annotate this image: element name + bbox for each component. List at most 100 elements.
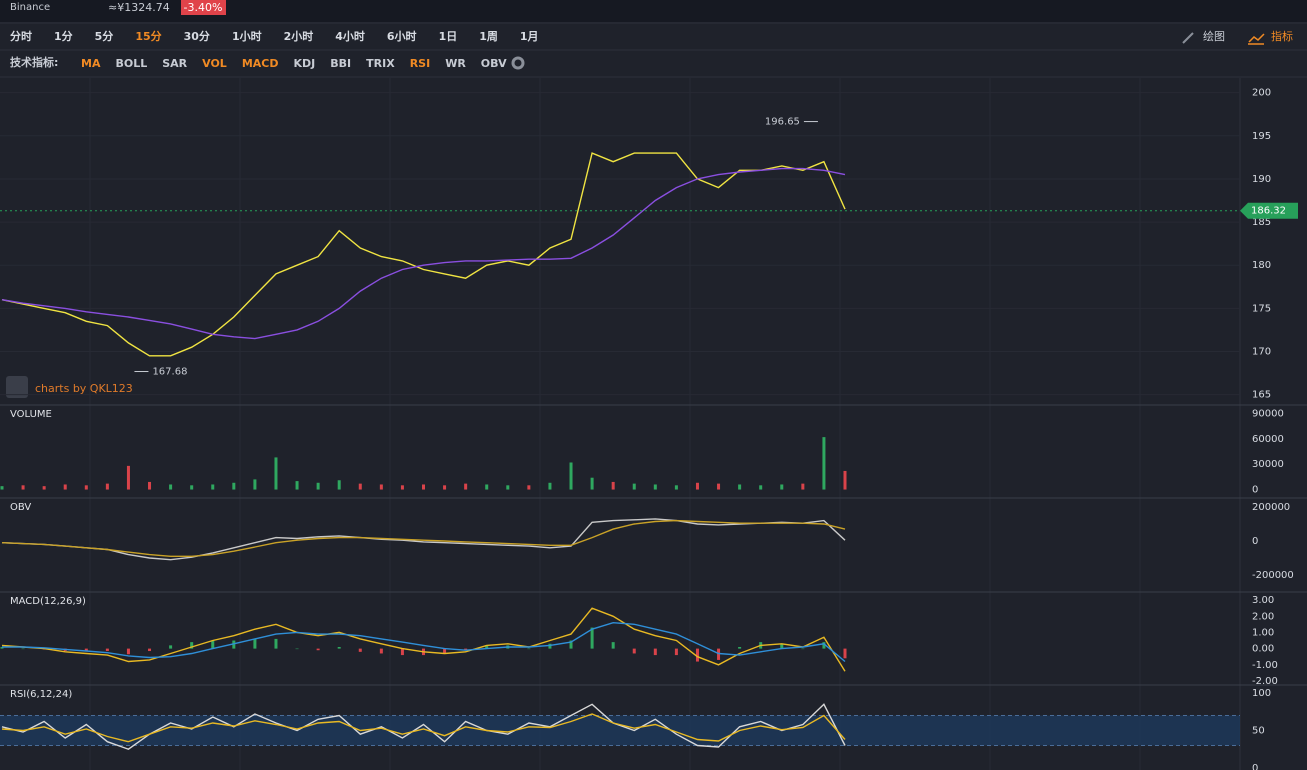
bar: [632, 648, 636, 654]
indicator-toggle[interactable]: SAR: [162, 57, 187, 70]
bar: [527, 648, 531, 650]
last-price-label: 186.32: [1251, 206, 1286, 217]
bar: [590, 627, 594, 649]
bar: [232, 640, 236, 649]
interval-button[interactable]: 分时: [10, 29, 32, 43]
bar: [801, 648, 805, 650]
indicator-toggle[interactable]: BBI: [330, 57, 351, 70]
bar: [337, 646, 341, 649]
bar: [126, 465, 130, 490]
bar: [253, 479, 257, 490]
settings-icon[interactable]: [511, 56, 525, 70]
annotation-label: 167.68: [152, 367, 187, 378]
bar: [695, 648, 699, 662]
interval-button[interactable]: 1月: [520, 30, 539, 43]
y-tick-label: 175: [1252, 303, 1271, 314]
interval-button[interactable]: 30分: [184, 29, 210, 43]
header-bar: [0, 0, 1307, 22]
bar: [400, 485, 404, 490]
bar: [295, 481, 299, 490]
indicator-toggle[interactable]: TRIX: [366, 57, 395, 70]
draw-icon[interactable]: [1182, 32, 1194, 44]
bar: [590, 477, 594, 490]
bar: [653, 648, 657, 656]
interval-button[interactable]: 1日: [439, 30, 458, 43]
series-line: [1, 518, 846, 561]
bar: [653, 484, 657, 490]
interval-button[interactable]: 1周: [479, 30, 498, 43]
y-tick-label: 180: [1252, 260, 1271, 271]
indicator-button[interactable]: 指标: [1271, 29, 1293, 43]
bar: [801, 483, 805, 490]
interval-button[interactable]: 1小时: [232, 29, 262, 43]
indicator-icon[interactable]: [1248, 33, 1265, 45]
indicator-toggle[interactable]: OBV: [481, 57, 507, 70]
indicator-toggle[interactable]: KDJ: [294, 57, 316, 70]
indicator-toggle[interactable]: MACD: [242, 57, 279, 70]
bar: [211, 640, 215, 649]
y-tick-label: 0: [1252, 763, 1258, 770]
bar: [232, 482, 236, 490]
annotation-label: 196.65: [765, 117, 800, 128]
panel-title: MACD(12,26,9): [10, 596, 86, 607]
bar: [506, 485, 510, 490]
panel-title: OBV: [10, 502, 31, 513]
y-tick-label: 195: [1252, 131, 1271, 142]
y-tick-label: 185: [1252, 217, 1271, 228]
interval-button[interactable]: 6小时: [387, 29, 417, 43]
bar: [358, 483, 362, 490]
bar: [379, 648, 383, 654]
bar: [464, 483, 468, 490]
series-line: [2, 621, 846, 663]
y-tick-label: -200000: [1252, 570, 1294, 581]
y-tick-label: 100: [1252, 688, 1271, 699]
interval-button[interactable]: 5分: [95, 29, 114, 43]
interval-button[interactable]: 4小时: [335, 29, 365, 43]
bar: [548, 482, 552, 490]
bar: [42, 486, 46, 490]
bar: [822, 642, 826, 649]
y-tick-label: 3.00: [1252, 595, 1274, 606]
y-tick-label: 170: [1252, 347, 1271, 358]
bar: [569, 640, 573, 649]
bar: [148, 648, 152, 652]
draw-button[interactable]: 绘图: [1203, 29, 1225, 43]
bar: [780, 484, 784, 490]
bar: [843, 470, 847, 490]
bar: [379, 484, 383, 490]
interval-button[interactable]: 2小时: [284, 29, 314, 43]
bar: [443, 485, 447, 490]
indicator-toggle[interactable]: BOLL: [115, 57, 147, 70]
bar: [759, 485, 763, 490]
logo: [6, 376, 28, 398]
bar: [295, 648, 299, 650]
bar: [611, 481, 615, 490]
indicator-toggle[interactable]: MA: [81, 57, 101, 70]
y-tick-label: 60000: [1252, 434, 1284, 445]
bar: [674, 648, 678, 656]
bar: [21, 648, 25, 650]
indicator-toggle[interactable]: WR: [445, 57, 466, 70]
indicator-toggle[interactable]: VOL: [202, 57, 227, 70]
y-tick-label: 0.00: [1252, 644, 1274, 655]
y-tick-label: -1.00: [1252, 660, 1278, 671]
bar: [253, 638, 257, 649]
bar: [485, 645, 489, 649]
bar: [190, 485, 194, 490]
y-tick-label: 50: [1252, 725, 1265, 736]
y-tick-label: 200000: [1252, 502, 1290, 513]
y-tick-label: 90000: [1252, 408, 1284, 419]
bar: [274, 457, 278, 490]
bar: [822, 437, 826, 490]
bar: [0, 646, 4, 649]
bar: [211, 484, 215, 490]
interval-button[interactable]: 1分: [54, 29, 73, 43]
indicator-toggle[interactable]: RSI: [410, 57, 431, 70]
bar: [674, 485, 678, 490]
indicator-label: 技术指标:: [10, 55, 58, 69]
bar: [843, 648, 847, 659]
bar: [780, 643, 784, 649]
bar: [148, 481, 152, 490]
bar: [485, 484, 489, 490]
interval-button[interactable]: 15分: [135, 29, 161, 43]
